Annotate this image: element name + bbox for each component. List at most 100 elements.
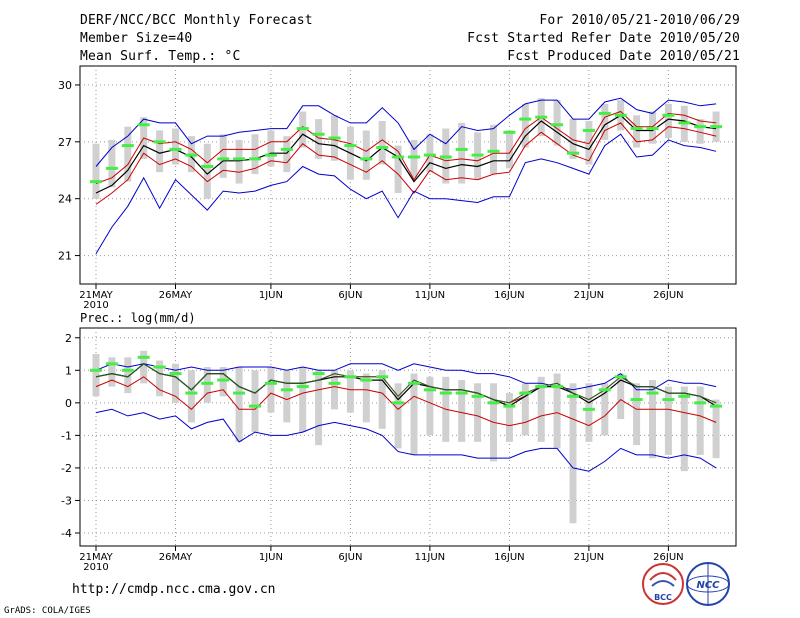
- series-line-upper: [95, 110, 717, 184]
- obs-marker: [296, 385, 309, 389]
- range-box: [474, 383, 482, 442]
- obs-marker: [392, 155, 405, 159]
- obs-marker: [201, 381, 214, 385]
- forecast-period: For 2010/05/21-2010/06/29: [539, 13, 740, 28]
- x-tick-label: 26MAY: [159, 552, 193, 563]
- obs-marker: [567, 151, 579, 155]
- obs-marker: [121, 368, 134, 372]
- series-line-max: [95, 363, 717, 391]
- range-box: [458, 122, 466, 184]
- range-box: [505, 130, 513, 169]
- range-box: [203, 143, 211, 199]
- range-box: [362, 130, 370, 180]
- obs-marker: [455, 391, 468, 395]
- x-year-label: 2010: [83, 562, 108, 573]
- source-url[interactable]: http://cmdp.ncc.cma.gov.cn: [72, 582, 276, 597]
- y-tick-label: -2: [61, 462, 72, 475]
- obs-marker: [423, 153, 436, 157]
- y-tick-label: 2: [65, 332, 72, 345]
- range-box: [696, 119, 704, 144]
- obs-marker: [646, 127, 659, 131]
- range-box: [378, 370, 386, 429]
- range-box: [490, 124, 497, 175]
- range-box: [680, 386, 688, 472]
- range-box: [505, 393, 513, 442]
- obs-marker: [264, 153, 277, 157]
- obs-marker: [678, 394, 691, 398]
- obs-marker: [90, 368, 102, 372]
- obs-marker: [710, 404, 723, 408]
- chart-panel-2: -4 -3 -2 -1 0 1 2 21MAY 26MAY 1JUN 6JUN 11JUN 16JUN 2…: [61, 311, 737, 573]
- range-box: [108, 139, 116, 188]
- obs-marker: [646, 391, 659, 395]
- obs-marker: [503, 130, 516, 134]
- obs-marker: [551, 385, 564, 389]
- obs-marker: [630, 127, 643, 131]
- obs-marker: [471, 394, 484, 398]
- range-box: [410, 139, 418, 178]
- bcc-logo-arc: [649, 572, 677, 581]
- obs-marker: [312, 372, 325, 376]
- series-line-lower: [95, 376, 717, 427]
- x-tick-label: 1JUN: [259, 552, 283, 563]
- obs-marker: [360, 378, 373, 382]
- obs-marker: [185, 391, 198, 395]
- range-box: [378, 120, 386, 165]
- range-box: [299, 367, 307, 433]
- x-year-label: 2010: [83, 300, 108, 311]
- grads-credit: GrADS: COLA/IGES: [4, 606, 91, 616]
- range-box: [156, 360, 164, 397]
- title-line-1: DERF/NCC/BCC Monthly Forecast: [80, 13, 313, 28]
- range-box: [394, 383, 402, 449]
- obs-marker: [328, 381, 341, 385]
- obs-marker: [614, 113, 627, 117]
- plot-frame: [79, 327, 737, 547]
- fcst-produced-date: Fcst Produced Date 2010/05/21: [507, 49, 740, 64]
- obs-marker: [598, 388, 611, 392]
- x-tick-label: 21MAY: [79, 552, 113, 563]
- obs-marker: [455, 147, 468, 151]
- range-box: [569, 119, 577, 159]
- x-tick-label: 21JUN: [574, 552, 604, 563]
- x-tick-label: 26JUN: [653, 290, 683, 301]
- x-tick-label: 11JUN: [415, 552, 445, 563]
- obs-marker: [662, 398, 675, 402]
- obs-marker: [105, 362, 118, 366]
- range-box: [521, 383, 529, 436]
- obs-marker: [678, 121, 691, 125]
- range-box: [172, 128, 179, 165]
- range-box: [633, 115, 641, 148]
- obs-marker: [710, 125, 723, 129]
- range-box: [585, 383, 593, 442]
- x-tick-label: 6JUN: [338, 290, 362, 301]
- obs-marker: [249, 404, 261, 408]
- range-box: [712, 399, 720, 459]
- obs-marker: [503, 404, 516, 408]
- range-box: [664, 103, 672, 139]
- range-box: [362, 373, 370, 423]
- obs-marker: [582, 128, 595, 132]
- obs-marker: [662, 113, 675, 117]
- range-box: [124, 126, 132, 182]
- range-box: [92, 143, 100, 199]
- bcc-logo-icon: [642, 563, 684, 605]
- y-tick-label: -4: [61, 527, 72, 540]
- range-box: [601, 383, 609, 436]
- range-box: [92, 354, 100, 397]
- range-box: [394, 145, 402, 194]
- y-tick-label: 0: [65, 397, 72, 410]
- x-tick-label: 16JUN: [494, 552, 524, 563]
- obs-marker: [249, 157, 261, 161]
- x-tick-label: 11JUN: [415, 290, 445, 301]
- obs-marker: [137, 123, 150, 127]
- range-box: [251, 134, 259, 175]
- bcc-logo-wave: [651, 580, 675, 587]
- obs-marker: [90, 180, 102, 184]
- series-line-mean: [95, 114, 717, 194]
- y-tick-label: 30: [58, 79, 72, 92]
- plot-frame: [79, 65, 737, 285]
- obs-marker: [408, 381, 420, 385]
- obs-marker: [280, 388, 293, 392]
- x-tick-label: 16JUN: [494, 290, 524, 301]
- series-line-max: [95, 97, 717, 167]
